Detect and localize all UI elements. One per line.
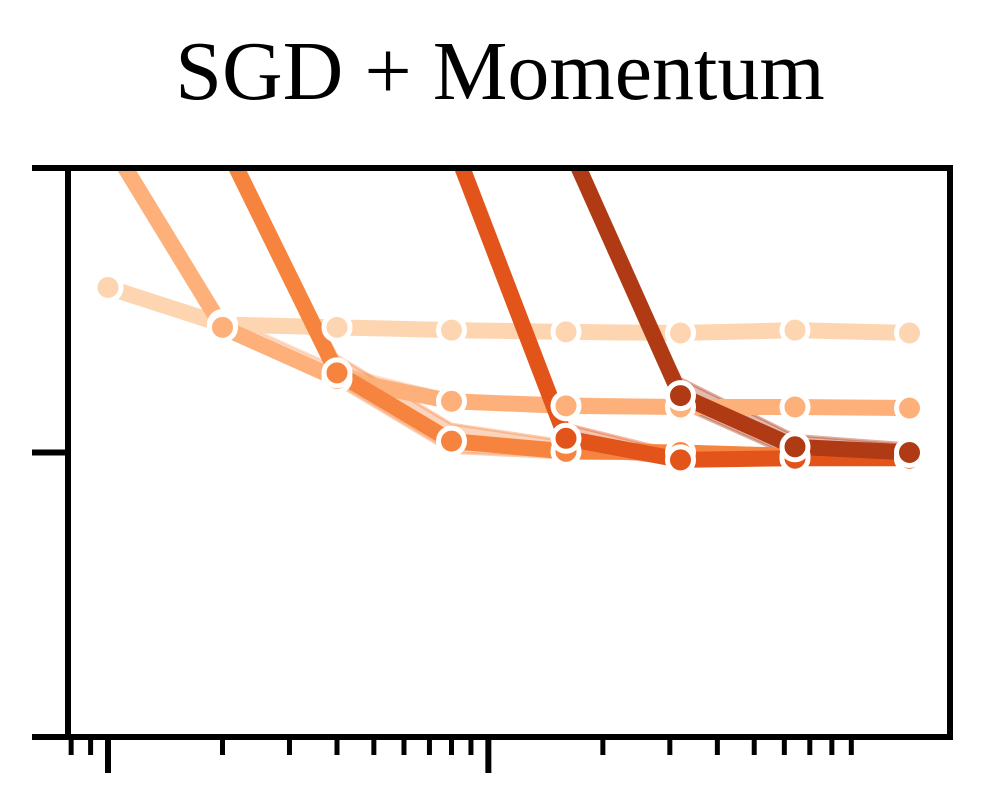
point-series-1 (894, 317, 925, 349)
line-series-1 (100, 279, 918, 342)
point-series-1 (779, 314, 811, 346)
x-ticks (68, 737, 854, 773)
point-series-1 (665, 317, 696, 349)
point-series-1 (550, 316, 582, 348)
point-series-5 (894, 437, 925, 468)
y-ticks (32, 165, 68, 740)
point-series-1 (436, 314, 467, 346)
line-series-5 (569, 168, 918, 461)
point-series-4 (665, 444, 696, 476)
series-points (92, 271, 925, 476)
point-series-5 (779, 431, 811, 463)
point-series-1 (321, 311, 353, 343)
line-series-2 (115, 168, 918, 417)
point-series-3 (436, 425, 467, 457)
point-series-2 (779, 391, 811, 423)
point-series-1 (92, 271, 124, 303)
chart-title: SGD + Momentum (175, 25, 825, 118)
point-series-2 (207, 311, 238, 343)
point-series-5 (665, 380, 696, 412)
point-series-2 (550, 390, 582, 422)
point-series-2 (894, 392, 925, 424)
point-series-3 (321, 357, 353, 389)
point-series-4 (550, 422, 582, 454)
point-series-2 (436, 385, 467, 417)
